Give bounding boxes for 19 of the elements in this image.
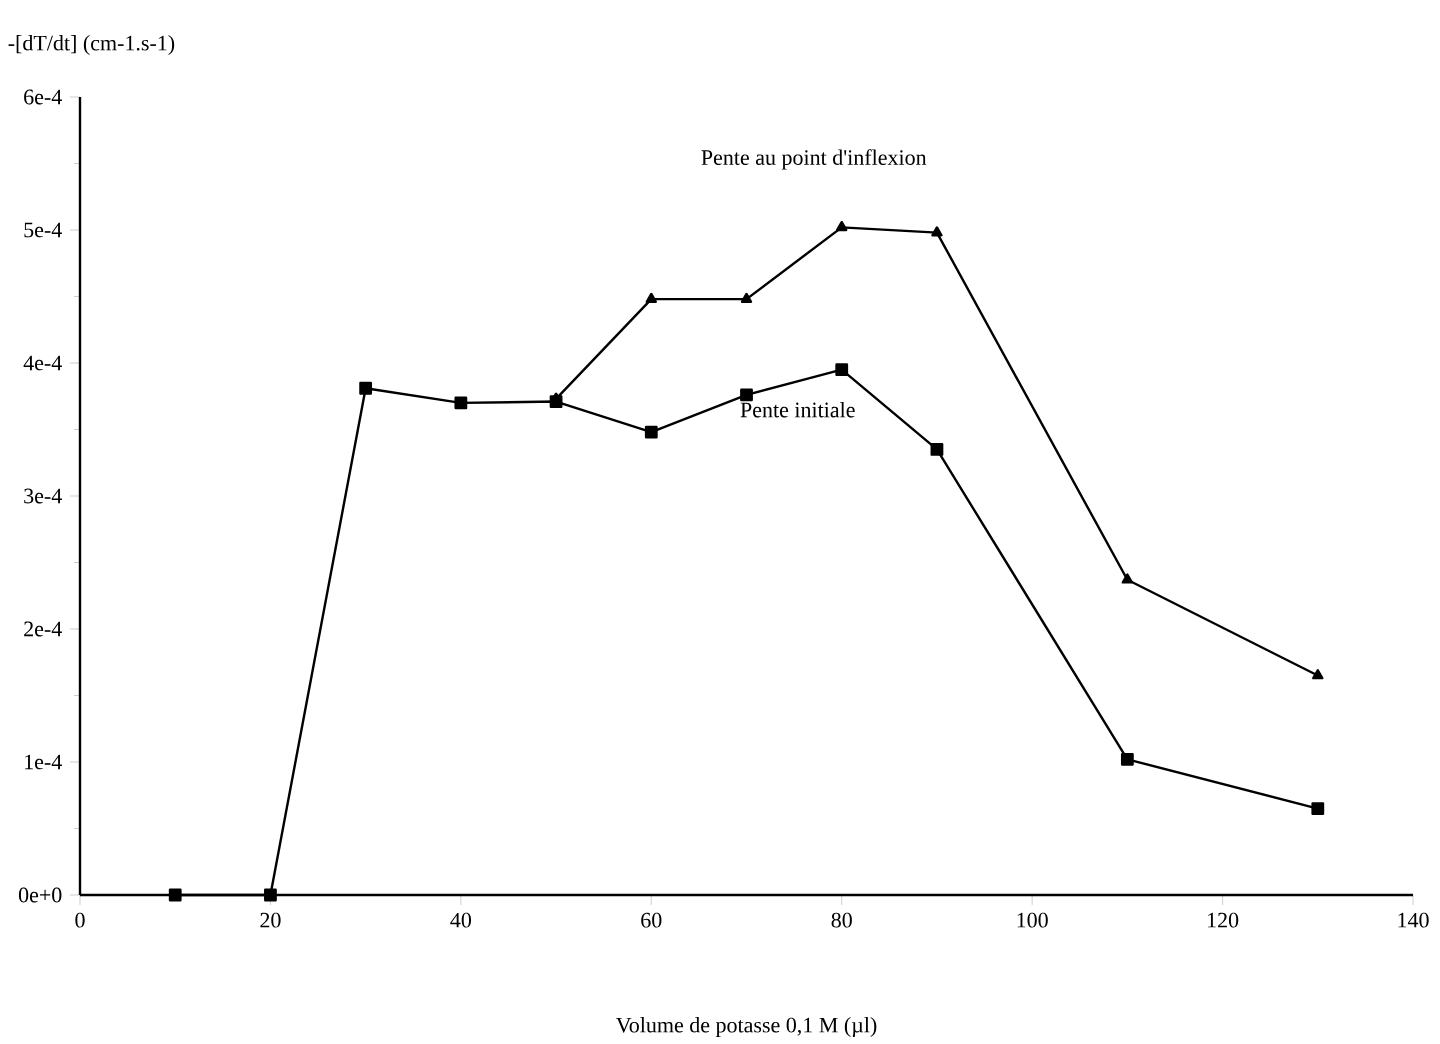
y-tick-label: 5e-4	[24, 222, 62, 238]
x-axis-title: Volume de potasse 0,1 M (µl)	[615, 1017, 877, 1037]
y-tick-label: 6e-4	[24, 89, 62, 105]
x-tick-label: 0	[75, 912, 85, 928]
x-tick-label: 40	[450, 912, 472, 928]
x-tick-label: 80	[831, 912, 852, 928]
x-tick-label: 120	[1208, 912, 1239, 928]
text: Pente au point d'inflexion	[701, 149, 927, 170]
series-label: Pente initiale	[740, 401, 855, 418]
y-tick-label: 4e-4	[23, 355, 62, 371]
y-tick-label: 3e-4	[24, 488, 62, 504]
y-tick-label: 0e+0	[18, 887, 62, 903]
y-axis-title: -[dT/dt] (cm-1.s-1)	[8, 35, 175, 55]
x-tick-label: 100	[1017, 912, 1048, 928]
x-tick-label: 20	[260, 912, 281, 928]
x-tick-label: 140	[1398, 912, 1429, 928]
y-tick-label: 2e-4	[24, 621, 62, 637]
y-tick-label: 1e-4	[25, 754, 62, 770]
x-tick-label: 60	[641, 912, 662, 928]
